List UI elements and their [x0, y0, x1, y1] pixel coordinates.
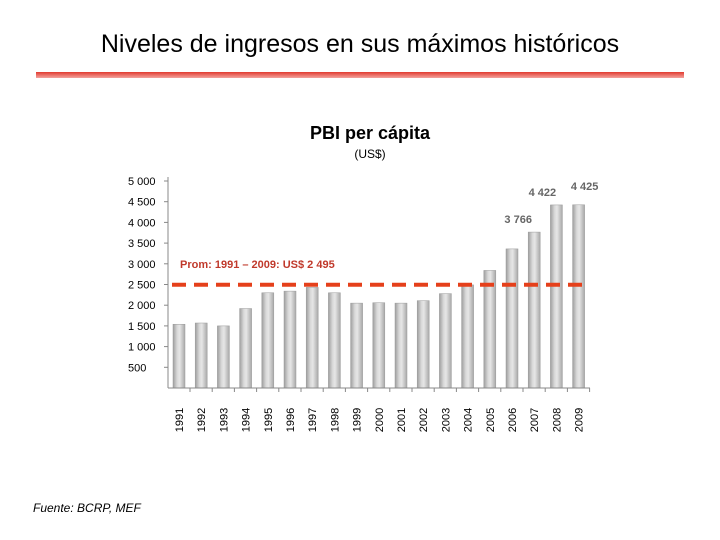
x-tick-label: 1992	[196, 408, 208, 432]
bar	[350, 302, 363, 389]
bar	[527, 231, 541, 389]
x-tick-label: 1993	[218, 408, 230, 432]
x-tick-label: 2003	[440, 408, 452, 432]
y-tick-label: 3 500	[128, 238, 156, 250]
bar-data-label: 4 425	[571, 181, 599, 193]
bar-data-label: 4 422	[529, 187, 557, 199]
x-tick-label: 2006	[507, 408, 519, 432]
x-tick-label: 1998	[329, 408, 341, 432]
bars	[172, 204, 585, 389]
bar	[239, 308, 252, 389]
data-labels: 3 766 4 422 4 425	[504, 181, 598, 226]
bar-data-label: 3 766	[504, 214, 532, 226]
bar	[283, 290, 297, 389]
source-note: Fuente: BCRP, MEF	[33, 501, 141, 515]
x-tick-label: 1999	[352, 408, 364, 432]
y-tick-label: 1 500	[128, 321, 156, 333]
x-tick-label: 1994	[241, 408, 253, 432]
y-tick-label: 1 000	[128, 342, 156, 354]
chart-title: PBI per cápita	[309, 123, 431, 143]
bar	[483, 270, 497, 389]
title-divider	[36, 72, 684, 78]
x-tick-label: 2007	[529, 408, 541, 432]
bar	[550, 204, 563, 389]
bar	[328, 292, 341, 389]
x-tick-label: 1991	[174, 408, 186, 432]
bar	[305, 287, 319, 389]
bar	[505, 248, 519, 389]
x-axis: 1991 1992 1993 1994 1995 1996 1997 1998 1999 2000…	[168, 387, 591, 432]
y-tick-label: 5 000	[128, 176, 156, 188]
x-tick-label: 1996	[285, 408, 297, 432]
y-axis: 500 1 000 1 500 2 000 2 500 3 000 3 500 4 000 4 …	[128, 176, 169, 388]
bar	[572, 204, 585, 389]
x-tick-label: 2002	[418, 408, 430, 432]
y-tick-label: 4 500	[128, 197, 156, 209]
chart-units: (US$)	[354, 147, 386, 161]
x-tick-label: 2009	[574, 408, 586, 432]
y-tick-label: 2 000	[128, 300, 156, 312]
y-tick-label: 3 000	[128, 259, 156, 271]
bar	[261, 292, 275, 389]
bar	[416, 300, 430, 389]
x-tick-label: 2000	[374, 408, 386, 432]
x-tick-label: 1995	[263, 408, 275, 432]
y-tick-label: 2 500	[128, 280, 156, 292]
average-label: Prom: 1991 – 2009: US$ 2 495	[180, 259, 335, 271]
bar	[394, 302, 408, 389]
bar	[372, 302, 386, 389]
bar	[439, 293, 452, 389]
x-tick-label: 2001	[396, 408, 408, 432]
y-tick-label: 500	[128, 362, 146, 374]
x-tick-label: 2008	[551, 408, 563, 432]
bar	[194, 322, 208, 389]
slide-title: Niveles de ingresos en sus máximos histó…	[100, 30, 620, 58]
bar	[217, 325, 230, 389]
average-line-group: Prom: 1991 – 2009: US$ 2 495	[172, 259, 588, 287]
x-tick-label: 1997	[307, 408, 319, 432]
bar	[172, 323, 186, 389]
x-tick-label: 2005	[485, 408, 497, 432]
bar	[461, 284, 474, 389]
y-tick-label: 4 000	[128, 217, 156, 229]
x-tick-label: 2004	[463, 408, 475, 432]
